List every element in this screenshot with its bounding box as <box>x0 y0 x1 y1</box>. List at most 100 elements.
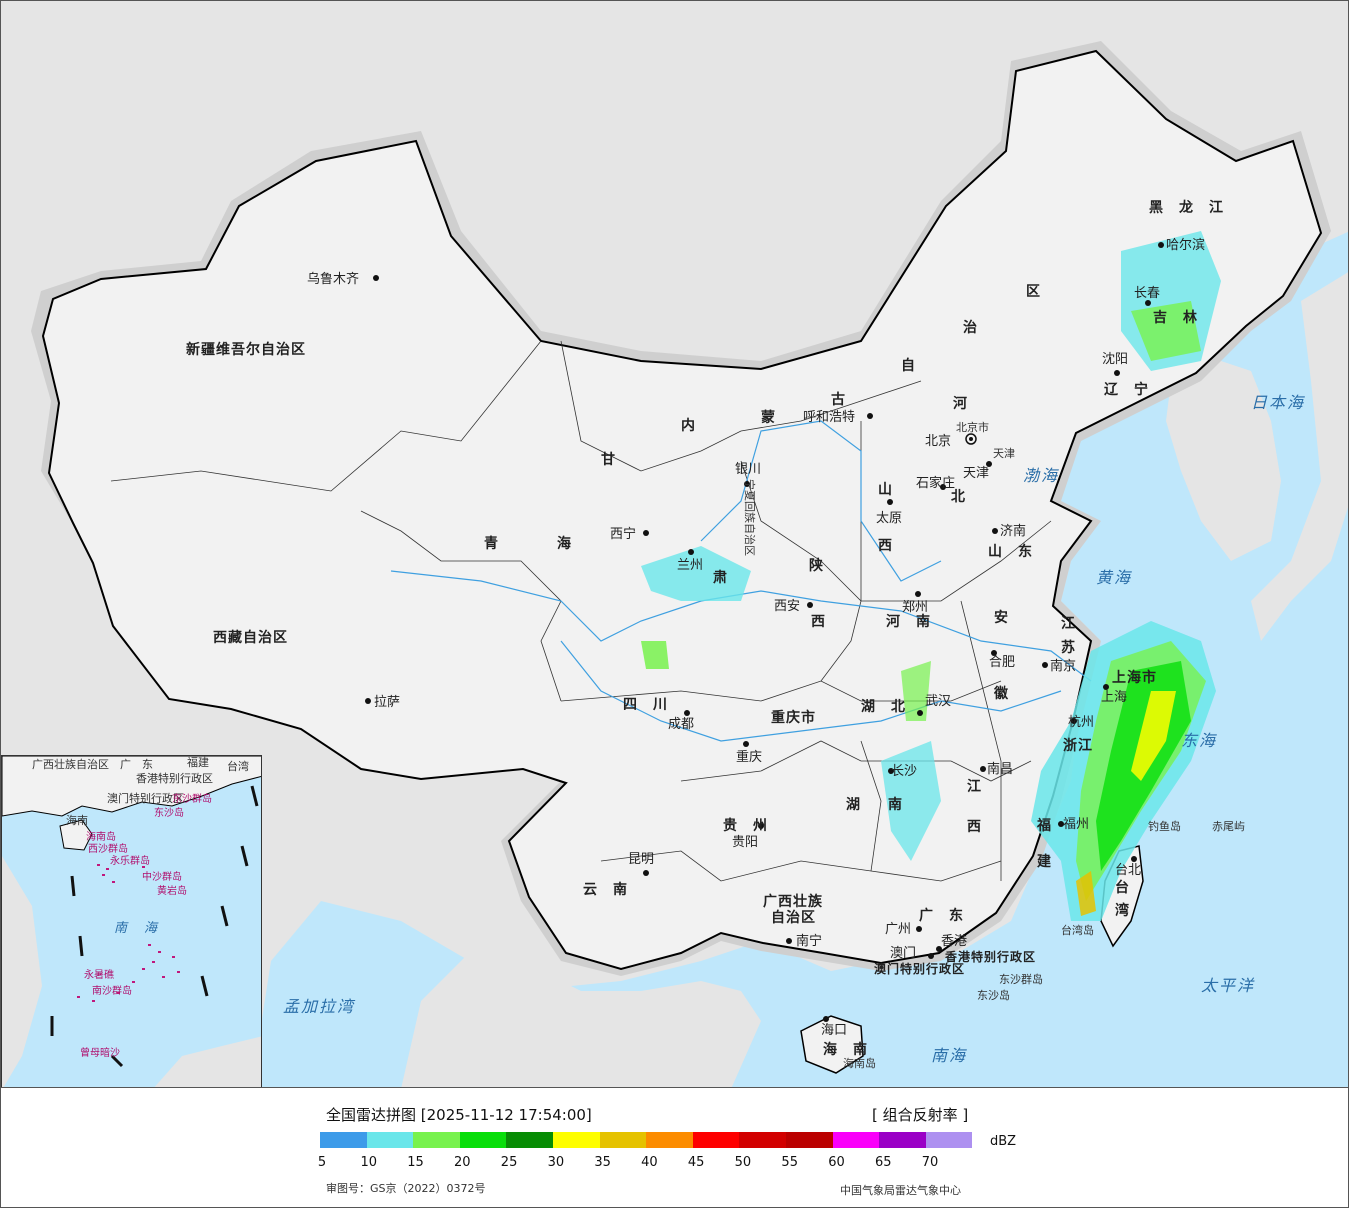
southeast-asia <box>401 951 761 1087</box>
legend-tick-label: 60 <box>828 1155 845 1170</box>
inset-label-nansha: 南沙群岛 <box>92 984 132 997</box>
label-fujian-1: 福 <box>1036 817 1052 834</box>
echo-gansu <box>641 546 751 601</box>
legend-tick-label: 20 <box>454 1155 471 1170</box>
korea-peninsula <box>1166 361 1281 561</box>
legend-swatch <box>506 1132 553 1148</box>
map-canvas: 新疆维吾尔自治区 西藏自治区 青 海 甘 肃 内 蒙 古 自 治 区 黑 龙 江… <box>31 41 1348 1087</box>
radar-map: 新疆维吾尔自治区 西藏自治区 青 海 甘 肃 内 蒙 古 自 治 区 黑 龙 江… <box>0 0 1349 1088</box>
echo-central <box>881 741 941 861</box>
city-hangzhou: 杭州 <box>1068 715 1094 730</box>
sea-east: 东海 <box>1181 731 1217 750</box>
label-henan: 河 南 <box>886 613 931 630</box>
label-jiangsu-2: 苏 <box>1061 639 1076 656</box>
label-neimenggu-3: 古 <box>831 391 846 408</box>
legend-approval-number: 审图号：GS京（2022）0372号 <box>326 1182 486 1195</box>
inset-label-south-sea: 南 海 <box>114 921 159 936</box>
city-wuhan: 武汉 <box>925 694 951 709</box>
label-shanghai: 上海市 <box>1112 669 1157 686</box>
label-neimenggu-2: 蒙 <box>761 409 776 426</box>
city-guangzhou: 广州 <box>885 922 911 937</box>
label-gansu-2: 肃 <box>713 569 728 586</box>
label-hainan: 海 南 <box>823 1041 868 1058</box>
legend-swatch <box>692 1132 740 1148</box>
label-hongkong-sar: 香港特别行政区 <box>944 949 1036 964</box>
city-hefei: 合肥 <box>989 655 1015 670</box>
city-haikou: 海口 <box>821 1023 847 1038</box>
city-nanchang: 南昌 <box>987 761 1013 777</box>
inset-label-guangdong: 广 东 <box>120 758 153 771</box>
legend-panel <box>0 1088 1349 1208</box>
city-macau: 澳门 <box>890 945 916 961</box>
label-anhui-1: 安 <box>994 609 1009 626</box>
province-borders <box>110 340 1052 882</box>
island-hainan: 海南岛 <box>843 1056 876 1070</box>
legend-tick-label: 10 <box>360 1155 378 1170</box>
inset-label-yongshu: 永暑礁 <box>84 968 114 981</box>
label-anhui-2: 徽 <box>993 685 1009 702</box>
inset-label-xisha: 西沙群岛 <box>88 842 128 855</box>
label-hubei: 湖 北 <box>861 699 906 715</box>
island-dongsha: 东沙岛 <box>977 988 1010 1002</box>
city-shenyang: 沈阳 <box>1102 352 1128 367</box>
label-yunnan: 云 南 <box>583 881 628 898</box>
label-xizang: 西藏自治区 <box>213 629 288 646</box>
inset-mainland <box>2 756 261 817</box>
japan <box>1251 272 1348 641</box>
label-taiwan-1: 台 <box>1115 879 1130 896</box>
inset-label-dongsha-island: 东沙岛 <box>154 806 184 819</box>
city-chengdu: 成都 <box>668 717 694 732</box>
label-neimenggu-4: 自 <box>901 357 916 374</box>
city-urumqi: 乌鲁木齐 <box>307 271 359 287</box>
sea-south: 南海 <box>931 1046 967 1065</box>
legend-tick-label: 5 <box>317 1155 327 1170</box>
label-liaoning: 辽 宁 <box>1104 381 1149 398</box>
inset-label-hainan: 海南 <box>66 813 88 827</box>
legend-tick-label: 65 <box>874 1155 892 1170</box>
legend-swatch <box>879 1132 926 1148</box>
hainan-island <box>800 1015 864 1074</box>
label-ningxia: 宁夏回族自治区 <box>743 479 757 556</box>
inset-label-hainan-island: 海南岛 <box>86 830 116 843</box>
city-beijing: 北京 <box>925 434 951 449</box>
city-hohhot: 呼和浩特 <box>803 410 855 425</box>
island-chiwei: 赤尾屿 <box>1212 820 1245 833</box>
label-chongqing: 重庆市 <box>771 709 816 726</box>
label-beijing-province: 北京市 <box>956 420 989 434</box>
legend-swatch <box>739 1132 786 1148</box>
legend-swatch <box>925 1132 973 1148</box>
legend-swatch <box>832 1132 880 1148</box>
legend-swatch <box>320 1132 367 1148</box>
radar-echoes <box>641 231 1221 921</box>
city-changsha: 长沙 <box>891 764 917 779</box>
city-yinchuan: 银川 <box>735 462 761 477</box>
legend-tick-label: 70 <box>921 1155 939 1170</box>
city-harbin: 哈尔滨 <box>1166 237 1205 253</box>
inset-label-macau: 澳门特别行政区 <box>107 791 184 805</box>
legend-swatch <box>552 1132 600 1148</box>
legend-tick-label: 45 <box>687 1155 705 1170</box>
label-tianjin-province: 天津 <box>993 447 1015 460</box>
sea-pacific: 太平洋 <box>1201 976 1255 995</box>
label-hebei-2: 北 <box>951 489 966 505</box>
echo-east-yellow-2 <box>1076 871 1096 916</box>
city-xining: 西宁 <box>610 526 636 542</box>
label-zhejiang: 浙江 <box>1063 737 1093 754</box>
legend-product: [ 组合反射率 ] <box>872 1106 969 1124</box>
legend-tick-label: 35 <box>594 1155 611 1170</box>
label-taiwan-2: 湾 <box>1115 902 1130 919</box>
label-heilongjiang: 黑 龙 江 <box>1149 199 1224 216</box>
city-chongqing: 重庆 <box>736 749 762 765</box>
inset-borneo <box>154 1036 261 1087</box>
label-shanxi-2: 西 <box>878 538 893 554</box>
inset-label-zhongsha: 中沙群岛 <box>142 870 182 883</box>
inset-label-zengmu: 曾母暗沙 <box>80 1046 120 1059</box>
legend-credit: 中国气象局雷达气象中心 <box>840 1184 961 1197</box>
sea-japan: 日本海 <box>1251 393 1305 412</box>
city-shijiazhuang: 石家庄 <box>916 475 955 491</box>
label-jilin: 吉 林 <box>1153 309 1198 326</box>
label-qinghai-1: 青 <box>484 535 499 552</box>
city-tianjin: 天津 <box>963 466 989 481</box>
city-changchun: 长春 <box>1134 286 1160 301</box>
inset-southeast-asia <box>2 856 42 1087</box>
